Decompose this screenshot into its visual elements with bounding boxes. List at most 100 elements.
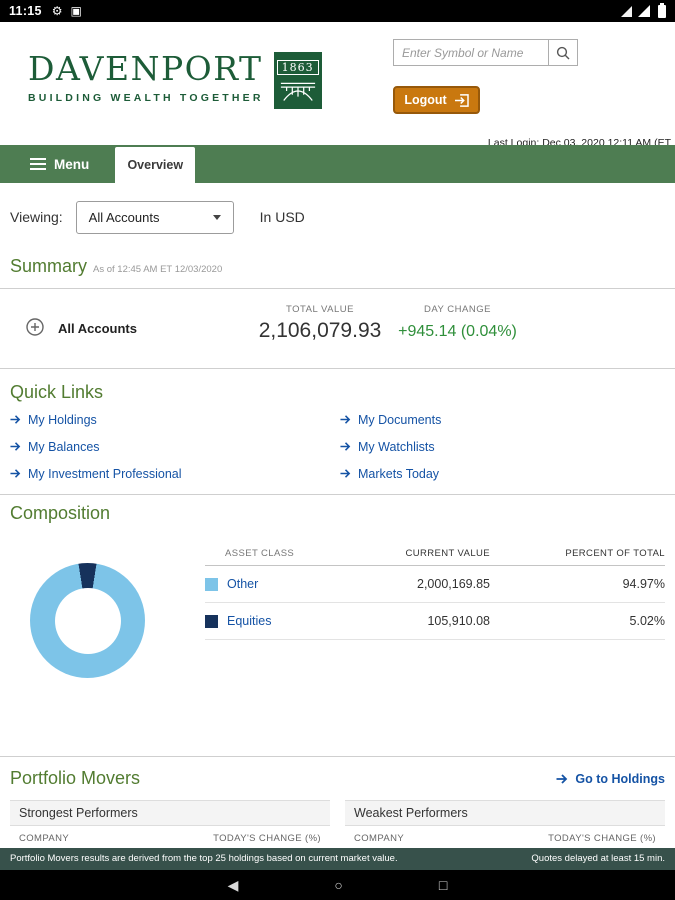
legend-swatch [205, 577, 218, 591]
section-divider [0, 288, 675, 289]
table-row: Other 2,000,169.85 94.97% [205, 566, 665, 603]
link-my-investment-professional[interactable]: My Investment Professional [10, 465, 340, 482]
table-row: Equities 105,910.08 5.02% [205, 603, 665, 640]
disclaimer-left: Portfolio Movers results are derived fro… [10, 853, 398, 864]
col-todays-change: TODAY'S CHANGE (%) [213, 833, 321, 844]
link-label: My Documents [358, 412, 442, 427]
logo-tagline: BUILDING WEALTH TOGETHER [28, 91, 264, 104]
section-divider [0, 756, 675, 757]
summary-as-of: As of 12:45 AM ET 12/03/2020 [93, 264, 223, 275]
col-company: COMPANY [19, 833, 70, 844]
asset-class-link[interactable]: Equities [227, 614, 272, 628]
composition-donut [30, 563, 145, 678]
link-label: My Watchlists [358, 439, 435, 454]
panel-table-header: COMPANY TODAY'S CHANGE (%) [10, 826, 330, 850]
asset-class-cell: Other [205, 577, 355, 591]
arrow-right-icon [340, 469, 351, 478]
search-button[interactable] [548, 40, 577, 65]
col-percent-of-total: PERCENT OF TOTAL [565, 548, 665, 559]
arrow-right-icon [10, 469, 21, 478]
battery-icon [658, 2, 666, 18]
expand-accounts-button[interactable] [26, 318, 44, 336]
status-time: 11:15 [9, 4, 42, 18]
portfolio-movers-header: Portfolio Movers Go to Holdings [10, 768, 665, 789]
logo-text: DAVENPORT BUILDING WEALTH TOGETHER [28, 49, 264, 104]
arrow-right-icon [10, 442, 21, 451]
back-button[interactable]: ◀ [227, 877, 239, 893]
panel-table-header: COMPANY TODAY'S CHANGE (%) [345, 826, 665, 850]
link-label: My Balances [28, 439, 100, 454]
go-to-holdings-label: Go to Holdings [575, 771, 665, 786]
total-value-block: TOTAL VALUE 2,106,079.93 [240, 304, 400, 343]
currency-label: In USD [259, 209, 305, 225]
status-right-icons [621, 2, 666, 18]
gear-icon: ⚙ [51, 4, 63, 18]
logout-button[interactable]: Logout [393, 86, 480, 114]
total-value-label: TOTAL VALUE [286, 304, 354, 315]
weakest-performers-panel: Weakest Performers COMPANY TODAY'S CHANG… [345, 800, 665, 850]
panel-title: Weakest Performers [345, 800, 665, 826]
quick-links: My Holdings My Balances My Investment Pr… [10, 411, 665, 482]
logo-title: DAVENPORT [28, 49, 263, 88]
link-my-balances[interactable]: My Balances [10, 438, 340, 455]
notification-icon: ▣ [70, 4, 82, 18]
col-current-value: CURRENT VALUE [405, 548, 490, 559]
wifi-icon [621, 5, 632, 17]
plus-circle-icon [26, 318, 44, 336]
summary-heading: Summary As of 12:45 AM ET 12/03/2020 [10, 256, 222, 277]
composition-table-header: ASSET CLASS CURRENT VALUE PERCENT OF TOT… [205, 548, 665, 566]
link-my-watchlists[interactable]: My Watchlists [340, 438, 665, 455]
asset-class-cell: Equities [205, 614, 355, 628]
asset-class-link[interactable]: Other [227, 577, 259, 591]
link-my-holdings[interactable]: My Holdings [10, 411, 340, 428]
account-name: All Accounts [58, 321, 137, 336]
current-value-cell: 105,910.08 [427, 614, 490, 628]
logout-icon [454, 93, 469, 107]
percent-cell: 94.97% [622, 577, 665, 591]
logo-year: 1863 [276, 59, 319, 75]
summary-title: Summary [10, 256, 88, 276]
logout-label: Logout [404, 93, 447, 107]
menu-label: Menu [54, 156, 90, 172]
donut-hole [54, 587, 121, 654]
col-todays-change: TODAY'S CHANGE (%) [548, 833, 656, 844]
link-label: My Investment Professional [28, 466, 182, 481]
section-divider [0, 368, 675, 369]
panel-title: Strongest Performers [10, 800, 330, 826]
link-my-documents[interactable]: My Documents [340, 411, 665, 428]
viewing-label: Viewing: [10, 209, 63, 225]
accounts-select-value: All Accounts [88, 209, 160, 225]
quick-links-right: My Documents My Watchlists Markets Today [340, 411, 665, 482]
tab-overview[interactable]: Overview [115, 147, 196, 183]
total-value: 2,106,079.93 [258, 319, 382, 342]
strongest-performers-panel: Strongest Performers COMPANY TODAY'S CHA… [10, 800, 330, 850]
menu-button[interactable]: Menu [30, 157, 99, 172]
hamburger-icon [30, 158, 46, 170]
quick-links-heading: Quick Links [10, 382, 104, 402]
accounts-select[interactable]: All Accounts [75, 200, 234, 234]
go-to-holdings-link[interactable]: Go to Holdings [556, 772, 665, 786]
home-button[interactable]: ○ [334, 877, 343, 893]
arrow-right-icon [340, 415, 351, 424]
arrow-right-icon [556, 773, 568, 784]
recents-button[interactable]: □ [438, 877, 448, 893]
search-input[interactable] [394, 40, 548, 65]
arrow-right-icon [340, 442, 351, 451]
link-markets-today[interactable]: Markets Today [340, 465, 665, 482]
percent-cell: 5.02% [629, 614, 665, 628]
performers-panels: Strongest Performers COMPANY TODAY'S CHA… [10, 800, 665, 850]
viewing-row: Viewing: All Accounts In USD [10, 200, 665, 234]
davenport-logo[interactable]: DAVENPORT BUILDING WEALTH TOGETHER 1863 [28, 49, 322, 109]
summary-row: All Accounts TOTAL VALUE 2,106,079.93 DA… [10, 298, 665, 360]
composition-heading: Composition [10, 503, 111, 523]
col-asset-class: ASSET CLASS [225, 548, 295, 559]
composition-table: ASSET CLASS CURRENT VALUE PERCENT OF TOT… [205, 548, 665, 640]
legend-swatch [205, 614, 218, 628]
android-nav-bar: ◀ ○ □ [0, 870, 675, 900]
logo-badge: 1863 [273, 52, 322, 109]
day-change-value: +945.14 (0.04%) [398, 323, 517, 340]
main-navbar: Menu Overview [0, 145, 675, 183]
portfolio-movers-title: Portfolio Movers [10, 768, 141, 788]
signal-icon [638, 5, 650, 17]
